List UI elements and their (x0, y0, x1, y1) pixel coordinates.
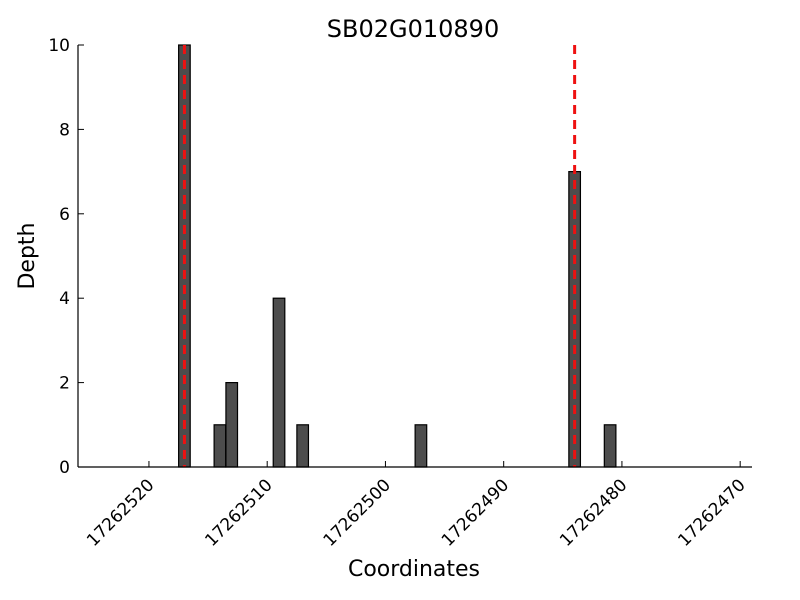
bars-group (178, 44, 617, 468)
y-axis-label: Depth (15, 222, 40, 289)
bar-1 (213, 424, 227, 468)
x-axis-label: Coordinates (348, 557, 480, 582)
chart-title: SB02G010890 (327, 15, 499, 43)
bar-3 (272, 297, 286, 468)
bar-5 (414, 424, 428, 468)
x-tick-label-17262510: 17262510 (201, 475, 276, 550)
bar-2 (225, 382, 239, 468)
y-tick-label-4: 4 (59, 289, 70, 309)
y-tick-label-6: 6 (59, 205, 70, 225)
y-tick-label-8: 8 (59, 120, 70, 140)
y-tick-label-2: 2 (59, 374, 70, 394)
x-tick-label-17262520: 17262520 (83, 475, 158, 550)
x-tick-label-17262470: 17262470 (674, 475, 749, 550)
bar-4 (296, 424, 310, 468)
y-tick-label-0: 0 (59, 458, 70, 478)
y-tick-label-10: 10 (48, 36, 70, 56)
x-tick-label-17262490: 17262490 (438, 475, 513, 550)
x-tick-label-17262480: 17262480 (556, 475, 631, 550)
axes-group: 0 2 4 6 8 10 17262520 17262510 17262500 17262490 1… (48, 36, 752, 551)
bar-7 (603, 424, 617, 468)
markers-group (182, 45, 577, 467)
x-tick-label-17262500: 17262500 (320, 475, 395, 550)
